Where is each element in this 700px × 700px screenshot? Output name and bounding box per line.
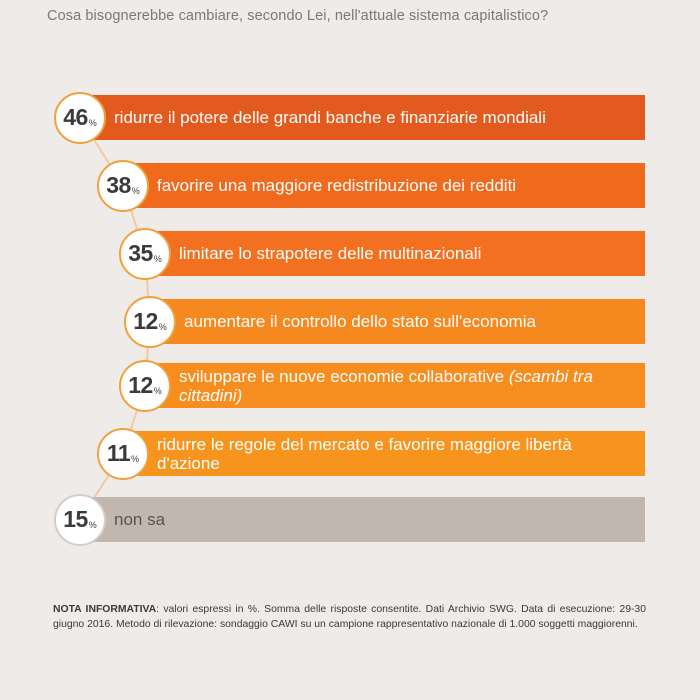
chart-row: ridurre le regole del mercato e favorire… bbox=[0, 427, 700, 480]
value-label: 12 bbox=[133, 308, 158, 334]
chart-row: favorire una maggiore redistribuzione de… bbox=[0, 159, 700, 212]
bar-label: ridurre le regole del mercato e favorire… bbox=[157, 431, 645, 476]
note-text: : valori espressi in %. Somma delle risp… bbox=[53, 604, 646, 630]
bar-label-main: favorire una maggiore redistribuzione de… bbox=[157, 176, 517, 195]
value-circle: 15% bbox=[54, 493, 106, 546]
bar-label-italic: (scambi tra cittadini) bbox=[179, 366, 593, 405]
bar-label-text: sviluppare le nuove economie collaborati… bbox=[179, 367, 637, 405]
question-title: Cosa bisognerebbe cambiare, secondo Lei,… bbox=[47, 8, 549, 24]
bar-label-text: ridurre il potere delle grandi banche e … bbox=[114, 108, 546, 127]
percent-sign: % bbox=[88, 118, 97, 128]
value-circle: 35% bbox=[119, 227, 171, 280]
bar-label-main: ridurre le regole del mercato e favorire… bbox=[157, 434, 572, 473]
bar: ridurre il potere delle grandi banche e … bbox=[90, 95, 645, 140]
bar: non sa bbox=[90, 497, 645, 542]
value-circle: 12% bbox=[124, 295, 176, 348]
percent-sign: % bbox=[88, 520, 97, 530]
value-label: 15 bbox=[63, 506, 88, 532]
value-label: 35 bbox=[128, 240, 153, 266]
chart-row: sviluppare le nuove economie collaborati… bbox=[0, 359, 700, 412]
bar-label-text: non sa bbox=[114, 510, 165, 529]
bar-label: non sa bbox=[114, 497, 645, 542]
bar-label-main: sviluppare le nuove economie collaborati… bbox=[179, 366, 505, 386]
bar-label-text: limitare lo strapotere delle multinazion… bbox=[179, 244, 481, 263]
chart-row: non sa 15% bbox=[0, 493, 700, 546]
percent-sign: % bbox=[153, 386, 162, 396]
bar-label-main: limitare lo strapotere delle multinazion… bbox=[179, 244, 482, 263]
bar-label: favorire una maggiore redistribuzione de… bbox=[157, 163, 645, 208]
percent-sign: % bbox=[153, 254, 162, 264]
bar-label-text: favorire una maggiore redistribuzione de… bbox=[157, 176, 516, 195]
percent-sign: % bbox=[158, 322, 167, 332]
value-label: 46 bbox=[63, 104, 88, 130]
bar-label-main: aumentare il controllo dello stato sull'… bbox=[184, 312, 536, 331]
percent-sign: % bbox=[131, 454, 140, 464]
bar-label: limitare lo strapotere delle multinazion… bbox=[179, 231, 645, 276]
bar-label-main: ridurre il potere delle grandi banche e … bbox=[114, 108, 546, 127]
chart-row: aumentare il controllo dello stato sull'… bbox=[0, 295, 700, 348]
chart-row: limitare lo strapotere delle multinazion… bbox=[0, 227, 700, 280]
bar-label-text: ridurre le regole del mercato e favorire… bbox=[157, 435, 637, 473]
bar: aumentare il controllo dello stato sull'… bbox=[160, 299, 645, 344]
value-label: 38 bbox=[106, 172, 131, 198]
value-label: 11 bbox=[106, 440, 131, 466]
value-circle: 12% bbox=[119, 359, 171, 412]
bar-label: aumentare il controllo dello stato sull'… bbox=[184, 299, 645, 344]
bar: ridurre le regole del mercato e favorire… bbox=[133, 431, 645, 476]
bar: sviluppare le nuove economie collaborati… bbox=[155, 363, 645, 408]
note-informativa: NOTA INFORMATIVA: valori espressi in %. … bbox=[53, 602, 646, 632]
bar: limitare lo strapotere delle multinazion… bbox=[155, 231, 645, 276]
bar-label-main: non sa bbox=[114, 510, 166, 529]
bar-label: ridurre il potere delle grandi banche e … bbox=[114, 95, 645, 140]
percent-sign: % bbox=[131, 186, 140, 196]
note-heading: NOTA INFORMATIVA bbox=[53, 604, 157, 615]
chart-row: ridurre il potere delle grandi banche e … bbox=[0, 91, 700, 144]
bar-label: sviluppare le nuove economie collaborati… bbox=[179, 363, 645, 408]
value-label: 12 bbox=[128, 372, 153, 398]
value-circle: 38% bbox=[97, 159, 149, 212]
value-circle: 11% bbox=[97, 427, 149, 480]
bar: favorire una maggiore redistribuzione de… bbox=[133, 163, 645, 208]
value-circle: 46% bbox=[54, 91, 106, 144]
bar-label-text: aumentare il controllo dello stato sull'… bbox=[184, 312, 536, 331]
